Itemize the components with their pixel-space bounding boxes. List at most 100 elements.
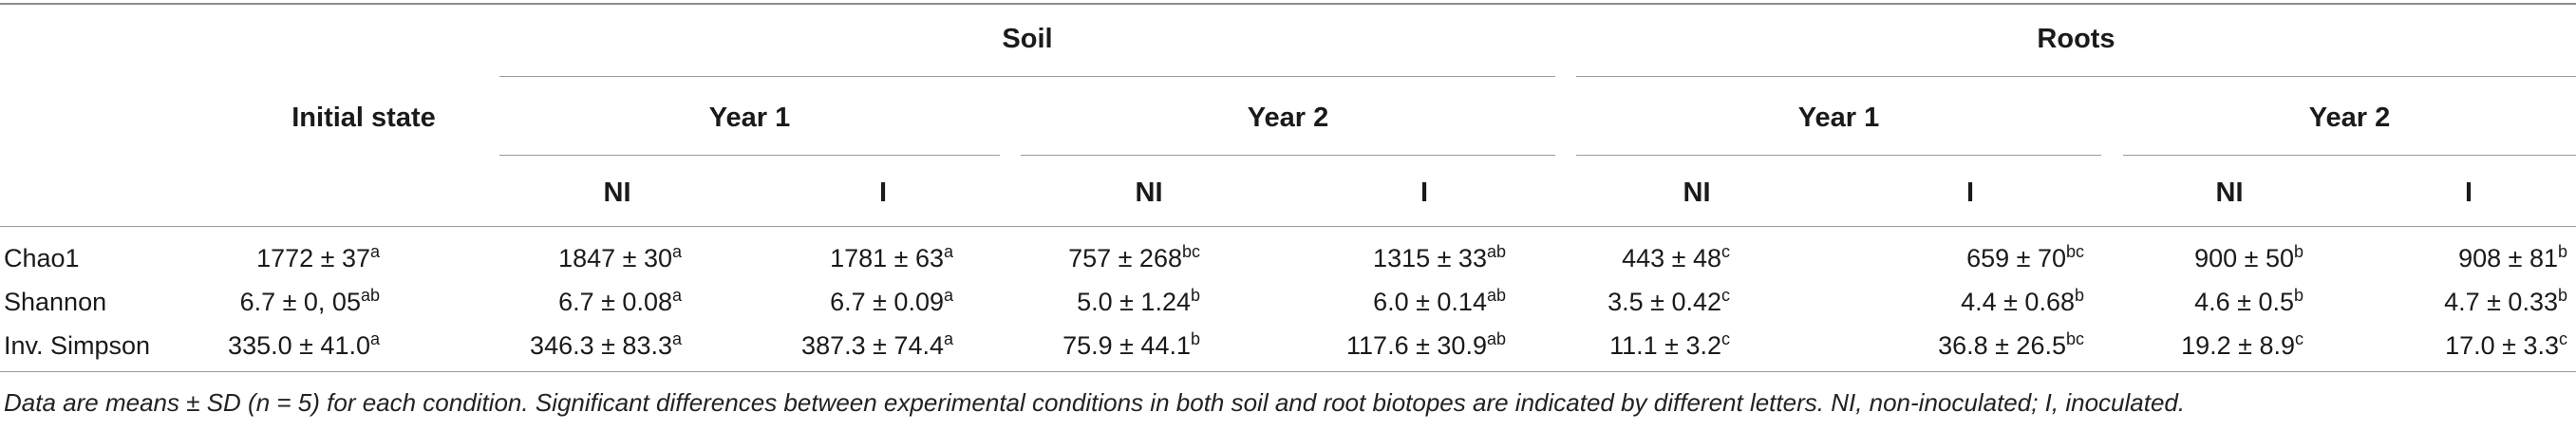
significance-letter: b <box>2293 242 2303 261</box>
treatment-header: I <box>2464 178 2473 208</box>
table-cell: 36.8 ± 26.5bc <box>1938 329 2084 361</box>
significance-letter: b <box>2293 286 2303 305</box>
table-cell: 5.0 ± 1.24b <box>1077 286 1200 317</box>
significance-letter: b <box>2557 286 2567 305</box>
treatment-header: NI <box>1683 178 1711 208</box>
table-cell: 443 ± 48c <box>1622 242 1730 273</box>
roots-year2-rule <box>2123 155 2576 156</box>
treatment-header: NI <box>2215 178 2244 208</box>
table-cell: 335.0 ± 41.0a <box>228 329 380 361</box>
row-label-shannon: Shannon <box>4 288 107 316</box>
significance-letter: a <box>943 242 953 261</box>
soil-header: Soil <box>1002 24 1053 54</box>
cell-value: 346.3 ± 83.3 <box>530 331 672 360</box>
table-cell: 1781 ± 63a <box>830 242 953 273</box>
treatment-header: I <box>1965 178 1975 208</box>
cell-value: 757 ± 268 <box>1068 244 1182 272</box>
table-cell: 6.7 ± 0, 05ab <box>239 286 380 317</box>
treatment-header: NI <box>1135 178 1163 208</box>
cell-value: 4.7 ± 0.33 <box>2444 288 2558 316</box>
significance-letter: a <box>671 286 682 305</box>
significance-letter: c <box>1721 242 1730 261</box>
table-cell: 4.7 ± 0.33b <box>2444 286 2567 317</box>
cell-value: 4.6 ± 0.5 <box>2194 288 2294 316</box>
significance-letter: bc <box>2065 329 2084 348</box>
table-cell: 1772 ± 37a <box>256 243 380 273</box>
significance-letter: c <box>1721 286 1730 305</box>
table-cell: 6.7 ± 0.08a <box>558 286 682 317</box>
cell-value: 3.5 ± 0.42 <box>1608 288 1721 316</box>
significance-letter: ab <box>360 286 380 305</box>
cell-value: 659 ± 70 <box>1966 244 2066 272</box>
cell-value: 443 ± 48 <box>1622 244 1721 272</box>
table-cell: 900 ± 50b <box>2194 242 2303 273</box>
cell-value: 387.3 ± 74.4 <box>801 331 944 360</box>
table-cell: 346.3 ± 83.3a <box>530 329 682 361</box>
roots-group-rule <box>1576 76 2576 77</box>
table-cell: 4.6 ± 0.5b <box>2194 286 2303 317</box>
table-cell: 4.4 ± 0.68b <box>1961 286 2084 317</box>
significance-letter: ab <box>1486 329 1506 348</box>
table-cell: 908 ± 81b <box>2458 242 2567 273</box>
cell-value: 1315 ± 33 <box>1373 244 1487 272</box>
significance-letter: ab <box>1486 286 1506 305</box>
table-cell: 659 ± 70bc <box>1966 242 2084 273</box>
table-cell: 387.3 ± 74.4a <box>801 329 953 361</box>
cell-value: 36.8 ± 26.5 <box>1938 331 2066 360</box>
table-cell: 757 ± 268bc <box>1068 242 1200 273</box>
table-cell: 3.5 ± 0.42c <box>1608 286 1730 317</box>
cell-value: 335.0 ± 41.0 <box>228 331 370 360</box>
cell-value: 6.7 ± 0, 05 <box>239 288 361 316</box>
roots-year2-header: Year 2 <box>2308 103 2391 133</box>
cell-value: 6.0 ± 0.14 <box>1373 288 1487 316</box>
cell-value: 6.7 ± 0.08 <box>558 288 672 316</box>
significance-letter: b <box>2557 242 2567 261</box>
table-cell: 17.0 ± 3.3c <box>2445 329 2567 361</box>
significance-letter: b <box>2074 286 2084 305</box>
cell-value: 19.2 ± 8.9 <box>2181 331 2295 360</box>
soil-year1-rule <box>499 155 1000 156</box>
table-footnote: Data are means ± SD (n = 5) for each con… <box>4 388 2186 417</box>
treatment-header: NI <box>603 178 631 208</box>
treatment-header: I <box>1420 178 1429 208</box>
table-cell: 75.9 ± 44.1b <box>1062 329 1200 361</box>
cell-value: 11.1 ± 3.2 <box>1609 331 1721 360</box>
significance-letter: b <box>1190 329 1200 348</box>
significance-letter: ab <box>1486 242 1506 261</box>
significance-letter: a <box>369 329 380 348</box>
table-cell: 6.7 ± 0.09a <box>830 286 953 317</box>
cell-value: 1772 ± 37 <box>256 244 370 272</box>
significance-letter: bc <box>2065 242 2084 261</box>
cell-value: 4.4 ± 0.68 <box>1961 288 2075 316</box>
header-bottom-rule <box>0 226 2576 227</box>
cell-value: 908 ± 81 <box>2458 244 2558 272</box>
bottom-rule <box>0 371 2576 372</box>
roots-year1-header: Year 1 <box>1797 103 1880 133</box>
significance-letter: a <box>943 329 953 348</box>
significance-letter: bc <box>1181 242 1200 261</box>
table-cell: 1847 ± 30a <box>558 242 682 273</box>
cell-value: 17.0 ± 3.3 <box>2445 331 2559 360</box>
row-label-chao1: Chao1 <box>4 244 80 272</box>
significance-letter: c <box>1721 329 1730 348</box>
top-rule <box>0 3 2576 5</box>
soil-group-rule <box>499 76 1555 77</box>
significance-letter: b <box>1190 286 1200 305</box>
cell-value: 117.6 ± 30.9 <box>1346 331 1487 360</box>
cell-value: 900 ± 50 <box>2194 244 2294 272</box>
table-cell: 19.2 ± 8.9c <box>2181 329 2303 361</box>
soil-year1-header: Year 1 <box>708 103 791 133</box>
row-label-inv-simpson: Inv. Simpson <box>4 331 151 360</box>
initial-state-header: Initial state <box>291 103 436 133</box>
cell-value: 6.7 ± 0.09 <box>830 288 944 316</box>
significance-letter: a <box>671 242 682 261</box>
significance-letter: c <box>2295 329 2303 348</box>
roots-year1-rule <box>1576 155 2101 156</box>
significance-letter: c <box>2559 329 2567 348</box>
treatment-header: I <box>878 178 888 208</box>
table-cell: 11.1 ± 3.2c <box>1609 329 1730 361</box>
cell-value: 1847 ± 30 <box>558 244 672 272</box>
significance-letter: a <box>671 329 682 348</box>
significance-letter: a <box>943 286 953 305</box>
